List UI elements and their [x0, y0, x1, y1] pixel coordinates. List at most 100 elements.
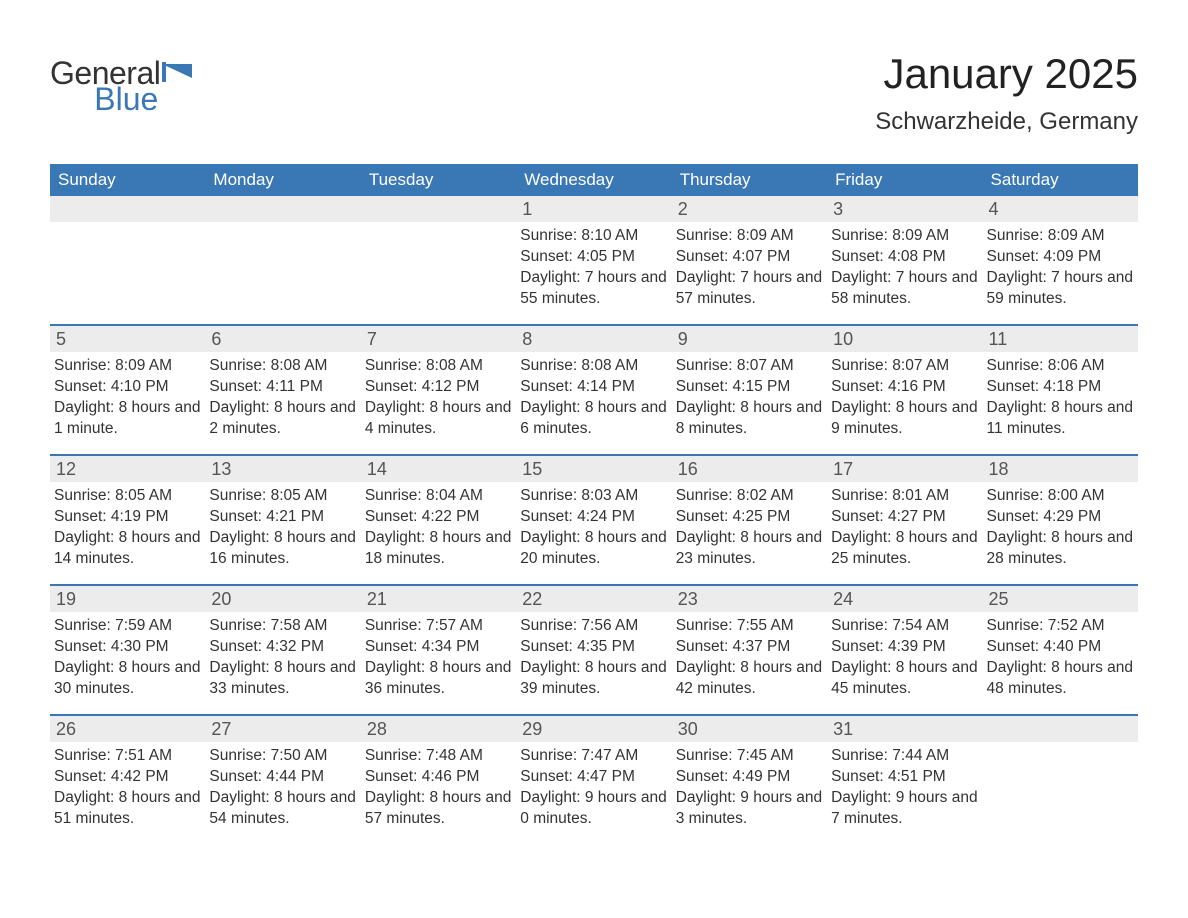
daylight-line: Daylight: 8 hours and 23 minutes.	[676, 528, 823, 570]
sunset-line: Sunset: 4:08 PM	[831, 247, 978, 268]
day-number: 1	[516, 196, 671, 222]
sunrise-line: Sunrise: 8:03 AM	[520, 486, 667, 507]
dow-cell: Thursday	[672, 164, 827, 196]
day-cell: 5Sunrise: 8:09 AMSunset: 4:10 PMDaylight…	[50, 326, 205, 454]
day-number: 14	[361, 456, 516, 482]
sunrise-line: Sunrise: 8:08 AM	[520, 356, 667, 377]
sunset-line: Sunset: 4:24 PM	[520, 507, 667, 528]
sunset-line: Sunset: 4:39 PM	[831, 637, 978, 658]
sunrise-line: Sunrise: 7:58 AM	[209, 616, 356, 637]
daylight-line: Daylight: 8 hours and 16 minutes.	[209, 528, 356, 570]
day-cell: 15Sunrise: 8:03 AMSunset: 4:24 PMDayligh…	[516, 456, 671, 584]
day-body: Sunrise: 8:05 AMSunset: 4:21 PMDaylight:…	[205, 482, 360, 578]
sunset-line: Sunset: 4:27 PM	[831, 507, 978, 528]
daylight-line: Daylight: 7 hours and 58 minutes.	[831, 268, 978, 310]
day-body: Sunrise: 7:57 AMSunset: 4:34 PMDaylight:…	[361, 612, 516, 708]
day-body: Sunrise: 7:47 AMSunset: 4:47 PMDaylight:…	[516, 742, 671, 838]
sunset-line: Sunset: 4:25 PM	[676, 507, 823, 528]
sunrise-line: Sunrise: 7:48 AM	[365, 746, 512, 767]
sunrise-line: Sunrise: 7:51 AM	[54, 746, 201, 767]
daylight-line: Daylight: 7 hours and 55 minutes.	[520, 268, 667, 310]
day-number: 8	[516, 326, 671, 352]
day-body: Sunrise: 7:48 AMSunset: 4:46 PMDaylight:…	[361, 742, 516, 838]
sunset-line: Sunset: 4:07 PM	[676, 247, 823, 268]
day-number: 11	[983, 326, 1138, 352]
day-cell: 20Sunrise: 7:58 AMSunset: 4:32 PMDayligh…	[205, 586, 360, 714]
daylight-line: Daylight: 8 hours and 25 minutes.	[831, 528, 978, 570]
day-body	[361, 222, 516, 234]
day-cell: 26Sunrise: 7:51 AMSunset: 4:42 PMDayligh…	[50, 716, 205, 844]
sunrise-line: Sunrise: 8:09 AM	[676, 226, 823, 247]
sunset-line: Sunset: 4:09 PM	[987, 247, 1134, 268]
sunrise-line: Sunrise: 7:50 AM	[209, 746, 356, 767]
daylight-line: Daylight: 8 hours and 11 minutes.	[987, 398, 1134, 440]
daylight-line: Daylight: 9 hours and 0 minutes.	[520, 788, 667, 830]
sunrise-line: Sunrise: 8:07 AM	[676, 356, 823, 377]
day-number: 20	[205, 586, 360, 612]
day-number: 23	[672, 586, 827, 612]
day-body: Sunrise: 8:09 AMSunset: 4:08 PMDaylight:…	[827, 222, 982, 318]
sunrise-line: Sunrise: 7:57 AM	[365, 616, 512, 637]
weeks-container: 1Sunrise: 8:10 AMSunset: 4:05 PMDaylight…	[50, 196, 1138, 844]
day-cell: 7Sunrise: 8:08 AMSunset: 4:12 PMDaylight…	[361, 326, 516, 454]
day-cell: 11 Sunrise: 8:06 AMSunset: 4:18 PMDayligh…	[983, 326, 1138, 454]
daylight-line: Daylight: 8 hours and 9 minutes.	[831, 398, 978, 440]
day-number: 24	[827, 586, 982, 612]
dow-cell: Sunday	[50, 164, 205, 196]
sunrise-line: Sunrise: 8:09 AM	[831, 226, 978, 247]
day-number: 2	[672, 196, 827, 222]
day-cell: 14Sunrise: 8:04 AMSunset: 4:22 PMDayligh…	[361, 456, 516, 584]
sunrise-line: Sunrise: 7:59 AM	[54, 616, 201, 637]
day-of-week-header: SundayMondayTuesdayWednesdayThursdayFrid…	[50, 164, 1138, 196]
sunset-line: Sunset: 4:46 PM	[365, 767, 512, 788]
day-body: Sunrise: 8:08 AMSunset: 4:12 PMDaylight:…	[361, 352, 516, 448]
daylight-line: Daylight: 8 hours and 42 minutes.	[676, 658, 823, 700]
day-number	[205, 196, 360, 222]
sunrise-line: Sunrise: 8:10 AM	[520, 226, 667, 247]
sunset-line: Sunset: 4:19 PM	[54, 507, 201, 528]
month-title: January 2025	[875, 50, 1138, 98]
week-row: 26Sunrise: 7:51 AMSunset: 4:42 PMDayligh…	[50, 714, 1138, 844]
week-row: 19Sunrise: 7:59 AMSunset: 4:30 PMDayligh…	[50, 584, 1138, 714]
day-body: Sunrise: 8:09 AMSunset: 4:10 PMDaylight:…	[50, 352, 205, 448]
day-number: 10	[827, 326, 982, 352]
day-number: 17	[827, 456, 982, 482]
day-cell: 27Sunrise: 7:50 AMSunset: 4:44 PMDayligh…	[205, 716, 360, 844]
daylight-line: Daylight: 8 hours and 1 minute.	[54, 398, 201, 440]
day-cell	[361, 196, 516, 324]
sunset-line: Sunset: 4:47 PM	[520, 767, 667, 788]
daylight-line: Daylight: 8 hours and 39 minutes.	[520, 658, 667, 700]
day-body	[50, 222, 205, 234]
sunrise-line: Sunrise: 8:09 AM	[987, 226, 1134, 247]
day-cell: 12Sunrise: 8:05 AMSunset: 4:19 PMDayligh…	[50, 456, 205, 584]
day-body: Sunrise: 8:07 AMSunset: 4:16 PMDaylight:…	[827, 352, 982, 448]
sunset-line: Sunset: 4:18 PM	[987, 377, 1134, 398]
sunset-line: Sunset: 4:35 PM	[520, 637, 667, 658]
daylight-line: Daylight: 8 hours and 33 minutes.	[209, 658, 356, 700]
daylight-line: Daylight: 8 hours and 45 minutes.	[831, 658, 978, 700]
dow-cell: Tuesday	[361, 164, 516, 196]
day-cell: 25Sunrise: 7:52 AMSunset: 4:40 PMDayligh…	[983, 586, 1138, 714]
dow-cell: Friday	[827, 164, 982, 196]
sunset-line: Sunset: 4:11 PM	[209, 377, 356, 398]
day-body: Sunrise: 8:05 AMSunset: 4:19 PMDaylight:…	[50, 482, 205, 578]
header: General Blue January 2025 Schwarzheide, …	[50, 50, 1138, 136]
day-body: Sunrise: 7:51 AMSunset: 4:42 PMDaylight:…	[50, 742, 205, 838]
week-row: 12Sunrise: 8:05 AMSunset: 4:19 PMDayligh…	[50, 454, 1138, 584]
sunset-line: Sunset: 4:05 PM	[520, 247, 667, 268]
day-cell: 2Sunrise: 8:09 AMSunset: 4:07 PMDaylight…	[672, 196, 827, 324]
sunrise-line: Sunrise: 8:02 AM	[676, 486, 823, 507]
day-body: Sunrise: 7:52 AMSunset: 4:40 PMDaylight:…	[983, 612, 1138, 708]
dow-cell: Wednesday	[516, 164, 671, 196]
day-cell: 3Sunrise: 8:09 AMSunset: 4:08 PMDaylight…	[827, 196, 982, 324]
sunset-line: Sunset: 4:49 PM	[676, 767, 823, 788]
day-number: 28	[361, 716, 516, 742]
day-cell: 29Sunrise: 7:47 AMSunset: 4:47 PMDayligh…	[516, 716, 671, 844]
day-number: 3	[827, 196, 982, 222]
sunrise-line: Sunrise: 7:45 AM	[676, 746, 823, 767]
day-number: 29	[516, 716, 671, 742]
sunrise-line: Sunrise: 8:06 AM	[987, 356, 1134, 377]
day-number: 26	[50, 716, 205, 742]
daylight-line: Daylight: 8 hours and 14 minutes.	[54, 528, 201, 570]
sunset-line: Sunset: 4:15 PM	[676, 377, 823, 398]
